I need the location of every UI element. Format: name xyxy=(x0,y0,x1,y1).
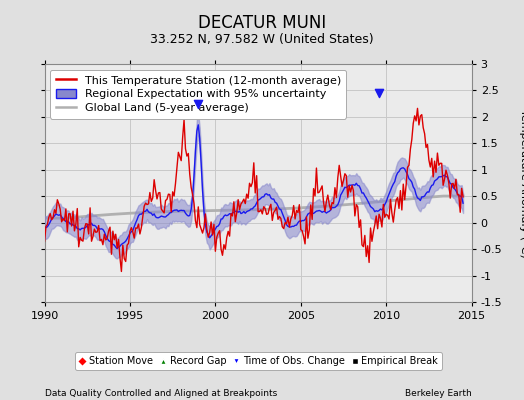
Y-axis label: Temperature Anomaly (°C): Temperature Anomaly (°C) xyxy=(519,109,524,257)
Point xyxy=(375,90,384,96)
Point xyxy=(194,100,202,107)
Text: Berkeley Earth: Berkeley Earth xyxy=(405,389,472,398)
Legend: This Temperature Station (12-month average), Regional Expectation with 95% uncer: This Temperature Station (12-month avera… xyxy=(50,70,346,119)
Text: Data Quality Controlled and Aligned at Breakpoints: Data Quality Controlled and Aligned at B… xyxy=(45,389,277,398)
Text: DECATUR MUNI: DECATUR MUNI xyxy=(198,14,326,32)
Legend: Station Move, Record Gap, Time of Obs. Change, Empirical Break: Station Move, Record Gap, Time of Obs. C… xyxy=(75,352,442,370)
Text: 33.252 N, 97.582 W (United States): 33.252 N, 97.582 W (United States) xyxy=(150,33,374,46)
